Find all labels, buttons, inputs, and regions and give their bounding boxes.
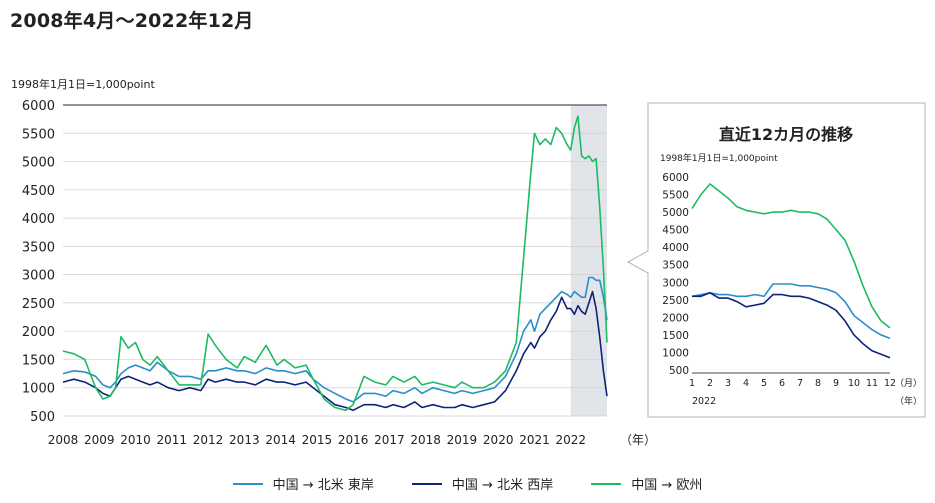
x-tick-label: 2022: [555, 433, 586, 447]
y-tick-label: 1000: [22, 382, 55, 397]
inset-x-tick-label: 11: [866, 378, 878, 389]
page-title: 2008年4月～2022年12月: [10, 10, 254, 32]
y-tick-label: 6000: [22, 99, 55, 114]
legend-label-east: 中国 → 北米 東岸: [272, 478, 374, 493]
y-tick-label: 4500: [22, 184, 55, 199]
x-tick-label: 2010: [120, 433, 151, 447]
inset-x-tick-label: 4: [743, 378, 749, 389]
inset-y-tick-label: 5500: [662, 190, 689, 202]
x-tick-label: 2014: [265, 433, 296, 447]
x-tick-label: 2020: [483, 433, 514, 447]
inset-y-tick-label: 4500: [662, 225, 689, 237]
inset-y-tick-label: 1000: [662, 347, 689, 359]
inset-x-tick-label: 7: [797, 378, 803, 389]
inset-x-tick-label: 1: [689, 378, 695, 389]
series-line-europe: [62, 115, 608, 412]
y-tick-label: 2000: [22, 325, 55, 340]
y-tick-label: 1500: [22, 353, 55, 368]
legend: 中国 → 北米 東岸 中国 → 北米 西岸 中国 → 欧州: [0, 474, 935, 493]
highlight-band: [570, 105, 607, 416]
x-tick-label: 2008: [48, 433, 79, 447]
inset-y-tick-label: 6000: [662, 172, 689, 184]
inset-y-tick-label: 2500: [662, 295, 689, 307]
inset-note: 1998年1月1日=1,000point: [660, 152, 778, 164]
base-note: 1998年1月1日=1,000point: [11, 78, 155, 91]
legend-item-europe: 中国 → 欧州: [591, 474, 702, 493]
y-tick-label: 5500: [22, 127, 55, 142]
legend-swatch-europe: [591, 482, 622, 485]
legend-swatch-west: [411, 482, 442, 485]
y-tick-label: 3000: [22, 269, 55, 284]
inset-x-tick-label: 9: [833, 378, 839, 389]
series-line-east: [62, 276, 608, 403]
y-tick-label: 500: [30, 410, 55, 425]
x-unit-label: （年）: [620, 433, 656, 447]
x-tick-label: 2019: [447, 433, 478, 447]
inset-x-tick-label: 8: [815, 378, 821, 389]
inset-y-tick-label: 3000: [662, 277, 689, 289]
legend-swatch-east: [232, 482, 263, 485]
inset-panel: 直近12カ月の推移1998年1月1日=1,000point60005500500…: [626, 102, 926, 418]
inset-y-tick-label: 5000: [662, 207, 689, 219]
inset-year-unit: （年）: [895, 395, 922, 407]
x-tick-label: 2015: [302, 433, 333, 447]
inset-title: 直近12カ月の推移: [719, 125, 853, 144]
x-tick-label: 2021: [519, 433, 550, 447]
legend-label-europe: 中国 → 欧州: [631, 478, 703, 493]
legend-label-west: 中国 → 北米 西岸: [451, 478, 554, 493]
inset-series-line-west: [692, 292, 891, 359]
series-line-west: [62, 290, 608, 412]
inset-frame: [626, 102, 926, 418]
inset-month-unit: （月）: [895, 378, 922, 389]
inset-x-tick-label: 2: [707, 378, 713, 389]
x-tick-label: 2018: [410, 433, 441, 447]
inset-series-line-east: [691, 283, 891, 340]
chart-area: 6000550050004500400035003000250020001500…: [22, 99, 926, 447]
inset-year-label: 2022: [692, 396, 716, 407]
y-tick-label: 5000: [22, 156, 55, 171]
inset-series-line-europe: [691, 183, 891, 329]
y-tick-label: 4000: [22, 212, 55, 227]
legend-item-west: 中国 → 北米 西岸: [411, 474, 554, 493]
inset-y-tick-label: 1500: [662, 330, 689, 342]
x-tick-label: 2017: [374, 433, 405, 447]
inset-y-tick-label: 4000: [662, 242, 689, 254]
x-tick-label: 2011: [157, 433, 188, 447]
inset-x-tick-label: 6: [779, 378, 785, 389]
inset-x-tick-label: 3: [725, 378, 731, 389]
inset-y-tick-label: 3500: [662, 260, 689, 272]
y-tick-label: 3500: [22, 240, 55, 255]
inset-y-tick-label: 500: [669, 365, 689, 377]
inset-x-tick-label: 10: [848, 378, 860, 389]
inset-x-tick-label: 5: [761, 378, 767, 389]
x-tick-label: 2016: [338, 433, 369, 447]
y-tick-label: 2500: [22, 297, 55, 312]
x-tick-label: 2009: [84, 433, 115, 447]
x-tick-label: 2012: [193, 433, 224, 447]
inset-y-tick-label: 2000: [662, 312, 689, 324]
inset-x-tick-label: 12: [884, 378, 896, 389]
x-tick-label: 2013: [229, 433, 260, 447]
legend-item-east: 中国 → 北米 東岸: [232, 474, 374, 493]
